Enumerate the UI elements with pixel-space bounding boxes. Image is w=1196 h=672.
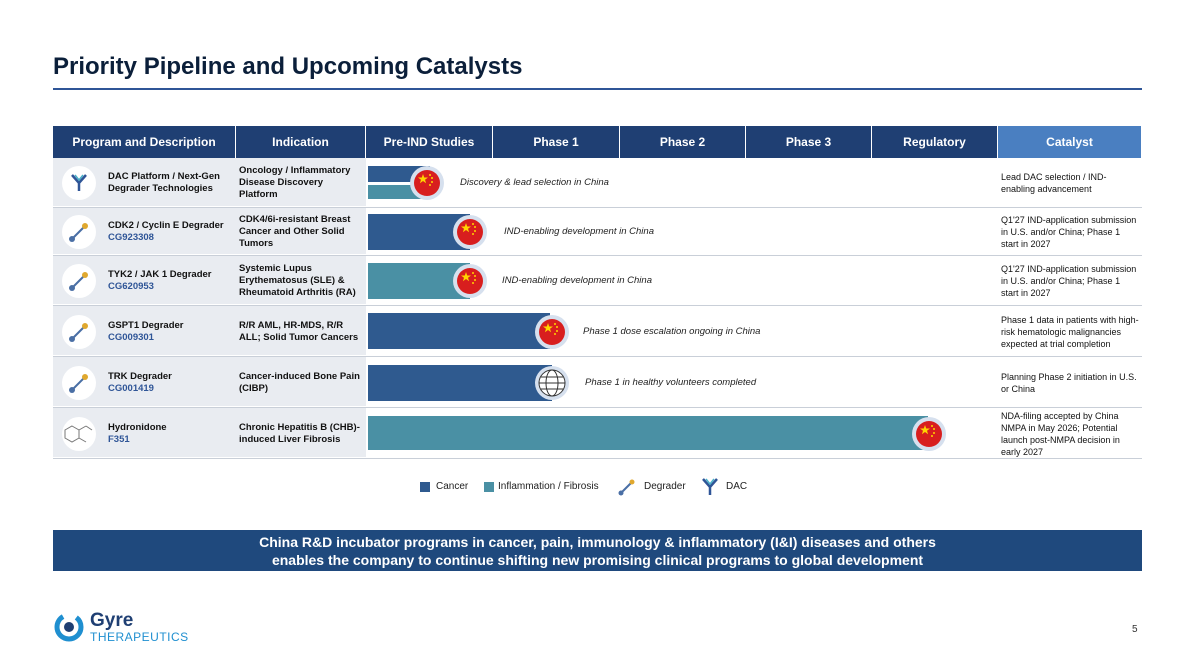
program-cell-bg [53,408,366,457]
program-code: CG009301 [108,331,154,343]
china-flag [912,416,946,451]
program-name: Hydronidone [108,421,167,433]
degrader-icon [69,322,88,342]
china-flag [535,314,569,349]
program-name: TRK Degrader [108,370,172,382]
program-cell: Hydronidone F351 [108,408,234,459]
progress-bar [368,365,552,401]
status-note: Phase 1 in healthy volunteers completed [585,376,757,388]
logo-name: Gyre [90,610,134,631]
program-name: TYK2 / JAK 1 Degrader [108,269,212,280]
row-divider [53,407,1142,408]
indication-cell: Oncology / Inflammatory Disease Discover… [239,165,351,200]
dac-icon [702,478,718,495]
column-header: Phase 2 [620,126,746,158]
program-cell: TYK2 / JAK 1 Degrader CG620953 [108,256,234,306]
banner-line: China R&D incubator programs in cancer, … [259,534,936,550]
indication-cell: Chronic Hepatitis B (CHB)-induced Liver … [239,421,360,445]
degrader-icon [69,223,88,242]
column-header: Phase 1 [493,126,620,158]
page-number: 5 [1132,624,1138,635]
catalyst-cell: Q1'27 IND-application submission in U.S.… [1001,215,1137,249]
title: Priority Pipeline and Upcoming Catalysts [53,53,523,80]
row-divider [53,255,1142,256]
program-cell: TRK Degrader CG001419 [108,357,234,408]
program-code: CG620953 [108,281,154,292]
catalyst-cell: Phase 1 data in patients with high-risk … [1001,314,1139,349]
title-rule [53,88,1142,90]
globe-icon [535,365,569,400]
legend-label: DAC [726,481,748,492]
logo-mark [54,612,84,642]
program-name: GSPT1 Degrader [108,319,184,331]
molecule-icon [64,424,93,443]
program-cell-bg [53,158,366,206]
legend-swatch [420,482,430,492]
dac-icon [71,174,87,191]
program-cell-bg [53,256,366,304]
program-cell-bg [53,306,366,355]
program-cell: GSPT1 Degrader CG009301 [108,306,234,357]
column-header: Regulatory [872,126,998,158]
legend-label: Degrader [644,481,686,492]
catalyst-cell: NDA-filing accepted by China NMPA in May… [1001,410,1120,457]
legend-label: Inflammation / Fibrosis [498,481,599,492]
program-code: F351 [108,433,130,445]
catalyst-cell: Planning Phase 2 initiation in U.S. or C… [1001,371,1137,394]
program-cell: DAC Platform / Next-Gen Degrader Technol… [108,158,234,208]
indication-cell: Cancer-induced Bone Pain (CIBP) [239,370,360,394]
progress-bar [368,313,550,349]
indication-cell: Systemic Lupus Erythematosus (SLE) & Rhe… [239,263,356,298]
row-divider [53,458,1142,459]
column-header: Indication [236,126,366,158]
row-divider [53,207,1142,208]
indication-cell: CDK4/6i-resistant Breast Cancer and Othe… [239,214,351,249]
banner-line: enables the company to continue shifting… [271,552,924,568]
degrader-icon [69,373,88,393]
indication-cell: R/R AML, HR-MDS, R/R ALL; Solid Tumor Ca… [239,319,359,343]
china-flag [410,166,444,200]
logo-sub: THERAPEUTICS [90,630,189,644]
column-header: Catalyst [998,126,1142,158]
column-header: Phase 3 [746,126,872,158]
status-note: Discovery & lead selection in China [460,177,609,188]
program-cell-bg [53,357,366,406]
program-name: DAC Platform / Next-Gen Degrader Technol… [108,171,220,194]
china-flag [453,215,487,249]
program-cell-bg [53,208,366,254]
program-code: CG001419 [108,382,154,394]
program-name: CDK2 / Cyclin E Degrader [108,220,224,231]
status-note: Phase 1 dose escalation ongoing in China [583,325,761,337]
row-divider [53,305,1142,306]
column-header: Pre-IND Studies [366,126,493,158]
progress-bar [368,416,928,450]
column-header: Program and Description [53,126,236,158]
status-note: IND-enabling development in China [502,275,652,286]
status-note: IND-enabling development in China [504,226,654,237]
catalyst-cell: Lead DAC selection / IND-enabling advanc… [1001,172,1107,194]
legend-label: Cancer [436,481,469,492]
china-flag [453,264,487,298]
row-divider [53,356,1142,357]
program-code: CG923308 [108,232,154,243]
legend-swatch [484,482,494,492]
banner: China R&D incubator programs in cancer, … [53,530,1142,571]
catalyst-cell: Q1'27 IND-application submission in U.S.… [1001,264,1137,298]
program-cell: CDK2 / Cyclin E Degrader CG923308 [108,208,234,256]
degrader-icon [618,479,635,496]
degrader-icon [69,272,88,291]
